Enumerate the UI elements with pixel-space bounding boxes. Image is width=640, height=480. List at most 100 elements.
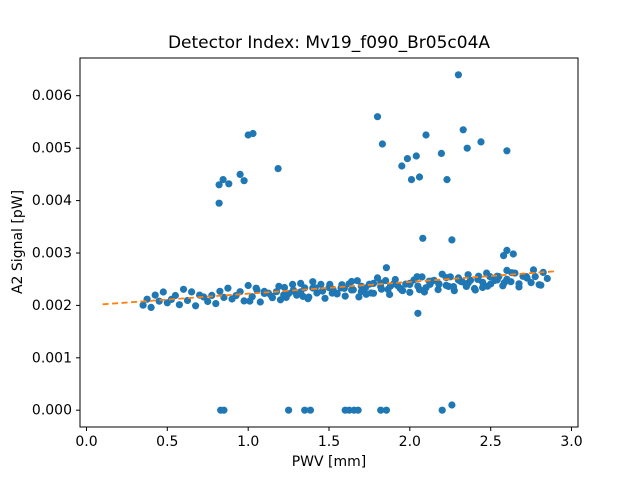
data-point <box>274 165 282 173</box>
y-tick-label: 0.002 <box>32 298 72 314</box>
data-point <box>509 250 517 258</box>
data-point <box>412 152 420 160</box>
x-tick-label: 1.0 <box>237 434 259 450</box>
data-point <box>414 309 422 317</box>
data-point <box>448 401 456 409</box>
data-point <box>471 286 479 294</box>
y-tick-label: 0.004 <box>32 193 72 209</box>
data-point <box>151 291 159 299</box>
data-point <box>354 406 362 414</box>
data-point <box>215 181 223 189</box>
data-point <box>459 126 467 134</box>
data-point <box>503 275 511 283</box>
data-point <box>236 288 244 296</box>
data-point <box>529 266 538 274</box>
data-point <box>212 300 220 308</box>
data-point <box>437 149 445 157</box>
x-axis-label: PWV [mm] <box>292 454 367 470</box>
data-point <box>527 279 535 287</box>
data-point <box>341 292 349 300</box>
y-tick-label: 0.005 <box>32 141 72 157</box>
data-point <box>503 246 511 254</box>
data-point <box>280 291 288 299</box>
data-point <box>171 291 179 300</box>
data-point <box>537 281 545 289</box>
x-tick-label: 2.0 <box>399 434 421 450</box>
data-point <box>219 176 227 184</box>
data-point <box>179 285 188 293</box>
data-point <box>503 147 511 155</box>
data-point <box>204 297 212 306</box>
data-point <box>225 180 233 188</box>
data-point <box>419 234 427 242</box>
data-point <box>443 176 451 184</box>
data-point <box>378 140 386 148</box>
data-point <box>415 173 424 181</box>
data-point <box>256 298 264 306</box>
data-point <box>373 113 382 121</box>
x-tick-label: 2.5 <box>480 434 502 450</box>
data-point <box>377 406 385 414</box>
data-point <box>454 71 462 79</box>
data-point <box>382 406 390 414</box>
data-point <box>464 271 472 279</box>
data-point <box>531 273 539 281</box>
data-point <box>139 301 147 309</box>
data-point <box>224 284 232 292</box>
y-tick-label: 0.003 <box>32 246 72 262</box>
data-point <box>438 406 446 414</box>
data-point <box>159 288 167 296</box>
data-point <box>280 283 289 292</box>
data-point <box>483 282 492 290</box>
data-point <box>215 199 223 207</box>
data-point <box>155 297 163 305</box>
data-point <box>477 138 485 146</box>
x-tick-label: 0.5 <box>156 434 178 450</box>
scatter-points <box>139 71 551 414</box>
data-point <box>369 279 378 287</box>
data-point <box>147 303 155 311</box>
data-point <box>448 236 456 244</box>
data-point <box>445 282 453 290</box>
data-point <box>382 264 390 272</box>
data-point <box>240 177 248 185</box>
chart-title: Detector Index: Mv19_f090_Br05c04A <box>168 33 490 53</box>
data-point <box>391 275 399 284</box>
data-point <box>500 252 508 260</box>
data-point <box>415 286 424 294</box>
data-point <box>403 155 411 163</box>
data-point <box>515 280 523 288</box>
data-point <box>326 280 334 288</box>
data-point <box>435 280 443 288</box>
data-point <box>188 288 196 296</box>
data-point <box>396 284 404 292</box>
y-tick-label: 0.001 <box>32 350 72 366</box>
data-point <box>328 289 336 297</box>
data-point <box>175 301 183 309</box>
data-point <box>348 277 356 286</box>
data-point <box>486 273 494 281</box>
data-point <box>216 287 224 295</box>
data-point <box>301 406 309 414</box>
data-point <box>220 406 228 414</box>
data-point <box>353 277 361 285</box>
data-point <box>464 279 472 287</box>
data-point <box>306 406 314 414</box>
data-point <box>275 282 283 290</box>
data-point <box>543 274 551 283</box>
x-tick-label: 3.0 <box>560 434 582 450</box>
data-point <box>208 291 216 299</box>
data-point <box>367 289 375 297</box>
data-point <box>309 284 317 292</box>
data-point <box>192 302 200 310</box>
data-point <box>246 297 254 305</box>
axes-frame <box>79 57 579 428</box>
x-axis-ticks: 0.0 0.5 1.0 1.5 2.0 2.5 3.0 <box>75 427 583 450</box>
data-point <box>299 292 307 300</box>
y-tick-label: 0.000 <box>32 403 72 419</box>
y-axis-ticks: 0.000 0.001 0.002 0.003 0.004 0.005 0.006 <box>32 88 80 419</box>
data-point <box>321 294 329 302</box>
data-point <box>309 278 317 286</box>
data-point <box>244 281 252 290</box>
